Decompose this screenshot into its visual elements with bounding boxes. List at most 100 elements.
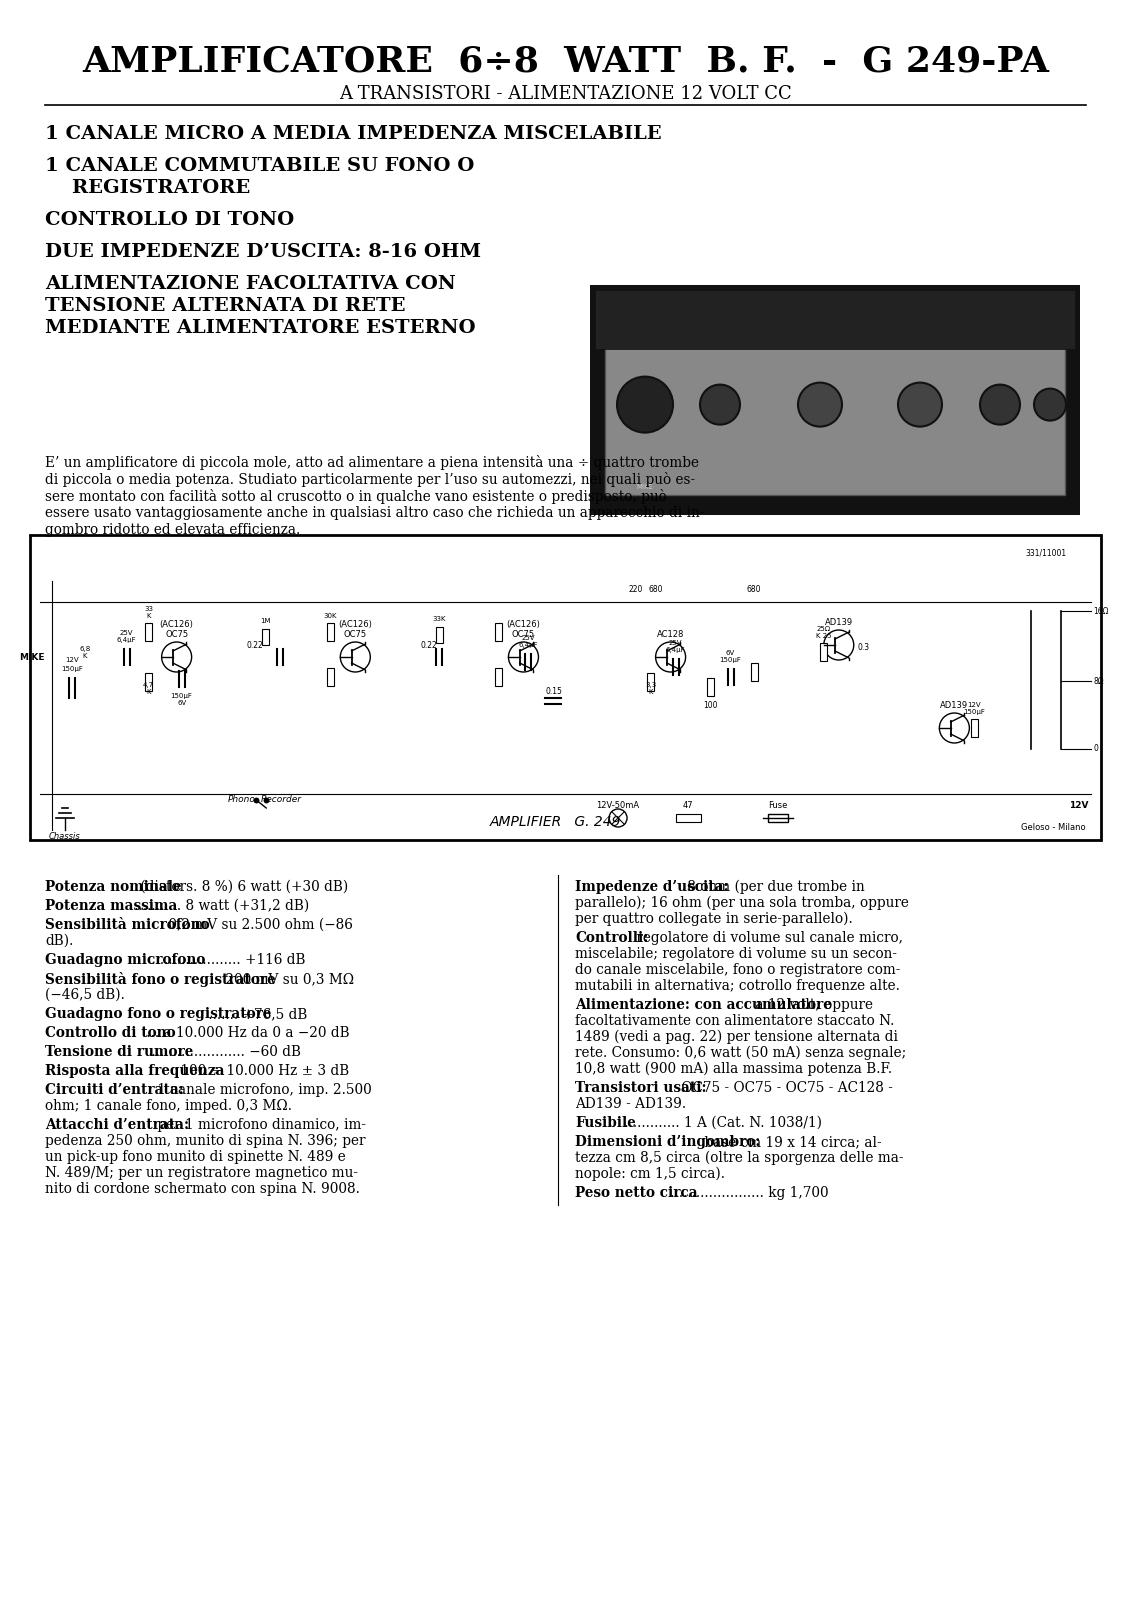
Text: mutabili in alternativa; cotrollo frequenze alte.: mutabili in alternativa; cotrollo freque… [575, 979, 900, 994]
Text: un pick-up fono munito di spinette N. 489 e: un pick-up fono munito di spinette N. 48… [45, 1150, 346, 1165]
Circle shape [340, 642, 370, 672]
Circle shape [162, 642, 191, 672]
Bar [327, 622, 334, 642]
Text: 0.15: 0.15 [545, 688, 562, 696]
Text: N. 489/M; per un registratore magnetico mu-: N. 489/M; per un registratore magnetico … [45, 1166, 359, 1181]
Text: nopole: cm 1,5 circa).: nopole: cm 1,5 circa). [575, 1166, 725, 1181]
Text: base cm 19 x 14 circa; al-: base cm 19 x 14 circa; al- [700, 1134, 882, 1149]
Text: 25V: 25V [120, 630, 133, 635]
Text: Dimensioni d’ingombro:: Dimensioni d’ingombro: [575, 1134, 760, 1149]
Text: MEDIANTE ALIMENTATORE ESTERNO: MEDIANTE ALIMENTATORE ESTERNO [45, 318, 476, 338]
Circle shape [1034, 389, 1067, 421]
Text: 6,8
K: 6,8 K [79, 645, 90, 659]
Bar [647, 674, 654, 691]
Bar [707, 678, 714, 696]
Text: ...................... kg 1,700: ...................... kg 1,700 [666, 1186, 829, 1200]
Text: sere montato con facilità sotto al cruscotto o in qualche vano esistente o predi: sere montato con facilità sotto al crusc… [45, 490, 667, 504]
Text: 12V: 12V [967, 702, 982, 707]
Text: Controllo di tono: Controllo di tono [45, 1026, 175, 1040]
Text: 6V: 6V [726, 650, 735, 656]
Text: ... a 10.000 Hz da 0 a −20 dB: ... a 10.000 Hz da 0 a −20 dB [141, 1026, 349, 1040]
Text: Tensione di rumore: Tensione di rumore [45, 1045, 193, 1059]
Bar [970, 718, 978, 738]
Text: 6,4μF: 6,4μF [116, 637, 137, 643]
Text: 680: 680 [648, 586, 663, 594]
Text: 33
K: 33 K [144, 606, 153, 619]
Text: 0.22: 0.22 [247, 640, 264, 650]
Text: 25Ω: 25Ω [817, 626, 831, 632]
Text: nito di cordone schermato con spina N. 9008.: nito di cordone schermato con spina N. 9… [45, 1182, 360, 1197]
Text: ohm; 1 canale fono, imped. 0,3 MΩ.: ohm; 1 canale fono, imped. 0,3 MΩ. [45, 1099, 292, 1114]
Text: ALIMENTAZIONE FACOLTATIVA CON: ALIMENTAZIONE FACOLTATIVA CON [45, 275, 456, 293]
Text: facoltativamente con alimentatore staccato N.: facoltativamente con alimentatore stacca… [575, 1014, 895, 1029]
Text: (AC126): (AC126) [159, 619, 193, 629]
Text: REGISTRATORE: REGISTRATORE [45, 179, 250, 197]
Text: Chassis: Chassis [49, 832, 81, 842]
Bar [675, 814, 700, 822]
Bar [820, 643, 827, 661]
Text: 16Ω: 16Ω [1093, 606, 1108, 616]
Text: rete. Consumo: 0,6 watt (50 mA) senza segnale;: rete. Consumo: 0,6 watt (50 mA) senza se… [575, 1046, 906, 1061]
Text: Potenza massima: Potenza massima [45, 899, 178, 914]
Text: (AC126): (AC126) [507, 619, 541, 629]
Text: Attacchi d’entrata:: Attacchi d’entrata: [45, 1118, 189, 1133]
Text: 150μF: 150μF [171, 693, 192, 699]
Text: TENSIONE ALTERNATA DI RETE: TENSIONE ALTERNATA DI RETE [45, 298, 406, 315]
Circle shape [656, 642, 685, 672]
Text: Fuse: Fuse [768, 800, 787, 810]
Text: 25V: 25V [668, 640, 682, 646]
Text: miscelabile; regolatore di volume su un secon-: miscelabile; regolatore di volume su un … [575, 947, 897, 962]
Text: per quattro collegate in serie-parallelo).: per quattro collegate in serie-parallelo… [575, 912, 853, 926]
Text: 0,2 mV su 2.500 ohm (−86: 0,2 mV su 2.500 ohm (−86 [164, 918, 353, 931]
Text: E’ un amplificatore di piccola mole, atto ad alimentare a piena intensità una ÷ : E’ un amplificatore di piccola mole, att… [45, 454, 699, 470]
Text: AD139: AD139 [824, 618, 853, 627]
Text: essere usato vantaggiosamente anche in qualsiasi altro caso che richieda un appa: essere usato vantaggiosamente anche in q… [45, 506, 705, 520]
Circle shape [823, 630, 854, 659]
Text: 0.3: 0.3 [857, 643, 870, 651]
Bar [590, 285, 1080, 515]
Bar [31, 534, 1100, 840]
Text: Impedenze d’uscita:: Impedenze d’uscita: [575, 880, 728, 894]
Text: AD139 - AD139.: AD139 - AD139. [575, 1098, 687, 1110]
Text: ........... 8 watt (+31,2 dB): ........... 8 watt (+31,2 dB) [130, 899, 310, 914]
Text: 30K: 30K [323, 613, 337, 619]
Circle shape [979, 384, 1020, 424]
Text: 150μF: 150μF [61, 666, 83, 672]
Circle shape [700, 384, 740, 424]
Text: 6,4μF: 6,4μF [519, 642, 538, 648]
Text: (−46,5 dB).: (−46,5 dB). [45, 987, 124, 1002]
Text: 8 ohm (per due trombe in: 8 ohm (per due trombe in [683, 880, 865, 894]
Text: DUE IMPEDENZE D’USCITA: 8-16 OHM: DUE IMPEDENZE D’USCITA: 8-16 OHM [45, 243, 481, 261]
Text: pedenza 250 ohm, munito di spina N. 396; per: pedenza 250 ohm, munito di spina N. 396;… [45, 1134, 365, 1149]
Circle shape [618, 376, 673, 432]
Text: CONTROLLO DI TONO: CONTROLLO DI TONO [45, 211, 294, 229]
Text: Alimentazione: con accumulatore: Alimentazione: con accumulatore [575, 998, 831, 1013]
Text: 680: 680 [746, 586, 761, 594]
Text: Risposta alla frequenza: Risposta alla frequenza [45, 1064, 224, 1078]
Text: 6,4μF: 6,4μF [666, 646, 685, 653]
Text: Phono: Phono [227, 795, 256, 805]
Text: AMPLIFIER   G. 249: AMPLIFIER G. 249 [490, 814, 621, 829]
Text: 47: 47 [683, 800, 693, 810]
Bar [327, 669, 334, 686]
Text: AC128: AC128 [657, 630, 684, 638]
Text: AMPLIFICATORE  6÷8  WATT  B. F.  -  G 249-PA: AMPLIFICATORE 6÷8 WATT B. F. - G 249-PA [83, 45, 1048, 78]
Text: MIKE: MIKE [637, 483, 654, 490]
Text: 12V-50mA: 12V-50mA [596, 800, 640, 810]
Text: OC75: OC75 [512, 630, 535, 638]
Text: OC75 - OC75 - OC75 - AC128 -: OC75 - OC75 - OC75 - AC128 - [677, 1082, 893, 1094]
Text: 1M: 1M [260, 618, 270, 624]
Text: OC75: OC75 [344, 630, 366, 638]
Text: 331/11001: 331/11001 [1026, 547, 1067, 557]
Text: 6V: 6V [178, 701, 187, 706]
Text: 12V: 12V [1070, 800, 1089, 810]
Text: 100 ÷ 10.000 Hz ± 3 dB: 100 ÷ 10.000 Hz ± 3 dB [175, 1064, 349, 1078]
Text: Fusibile: Fusibile [575, 1117, 636, 1130]
Text: Transistori usati:: Transistori usati: [575, 1082, 707, 1094]
Bar [595, 290, 1074, 349]
Text: 25V: 25V [521, 635, 535, 642]
Bar [145, 674, 153, 691]
Text: Circuiti d’entrata:: Circuiti d’entrata: [45, 1083, 183, 1098]
Text: A TRANSISTORI - ALIMENTAZIONE 12 VOLT CC: A TRANSISTORI - ALIMENTAZIONE 12 VOLT CC [339, 85, 792, 102]
Circle shape [940, 714, 969, 742]
